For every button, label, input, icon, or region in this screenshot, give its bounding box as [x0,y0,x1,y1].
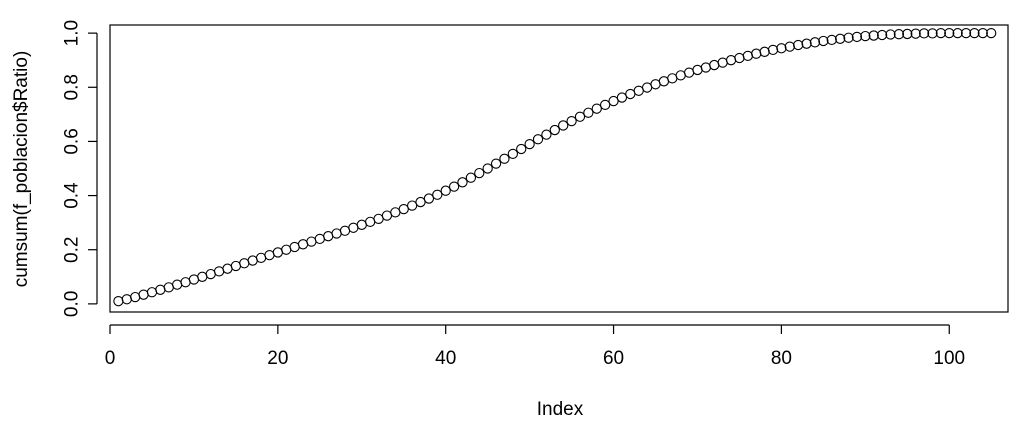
x-axis-title: Index [537,399,584,420]
data-point [616,92,628,103]
data-point [490,158,502,169]
data-point [432,189,443,200]
data-point [910,28,921,39]
x-tick-label: 40 [435,348,456,369]
data-point [600,99,611,111]
data-point [398,203,409,215]
data-point [986,27,997,39]
data-point [944,27,955,39]
y-tick-label: 0.6 [62,128,83,154]
plot-frame [109,24,1009,313]
y-axis-title: cumsum(f_poblacion$Ratio) [11,51,32,288]
data-point [793,39,804,51]
y-tick-label: 0.2 [62,237,83,263]
data-point [784,41,795,52]
data-point [826,34,837,46]
x-tick-label: 60 [603,348,624,369]
data-point [574,111,586,122]
data-point [558,120,569,131]
data-points [113,27,997,307]
data-point [507,148,518,160]
y-tick-label: 0.0 [62,291,83,317]
data-point [474,167,485,179]
data-point [969,27,980,39]
data-point [532,134,544,145]
data-point [541,129,552,140]
x-tick-label: 0 [105,348,116,369]
data-point [801,38,812,49]
x-tick-label: 100 [933,348,965,369]
data-point [457,177,468,188]
data-point [406,200,418,211]
data-point [851,31,863,43]
x-tick-label: 20 [267,348,288,369]
data-point [465,172,477,183]
data-point [834,33,846,44]
data-point [977,27,988,39]
y-tick-label: 0.4 [62,182,83,209]
data-point [818,35,829,47]
data-point [902,28,913,40]
data-point [952,27,963,39]
data-point [767,44,779,56]
data-point [524,138,535,150]
data-point [809,37,821,48]
data-point [885,29,896,40]
data-point [583,107,594,118]
data-point [415,196,426,208]
data-point [440,185,451,196]
data-point [843,32,854,43]
data-point [876,29,888,41]
data-point [960,27,972,39]
data-point [448,181,460,192]
data-point [608,95,619,107]
data-point [868,30,879,41]
data-point [516,143,527,155]
y-tick-label: 1.0 [62,20,83,46]
y-tick-label: 0.8 [62,74,83,100]
data-point [499,153,510,164]
data-point [776,43,787,54]
data-point [935,27,947,39]
data-point [566,115,577,127]
x-tick-label: 80 [771,348,792,369]
data-point [591,103,602,114]
data-point [927,28,938,39]
data-point [549,124,560,136]
data-point [893,29,905,40]
data-point [482,163,493,174]
data-point [860,30,871,42]
data-point [423,193,435,204]
data-point [918,28,930,39]
